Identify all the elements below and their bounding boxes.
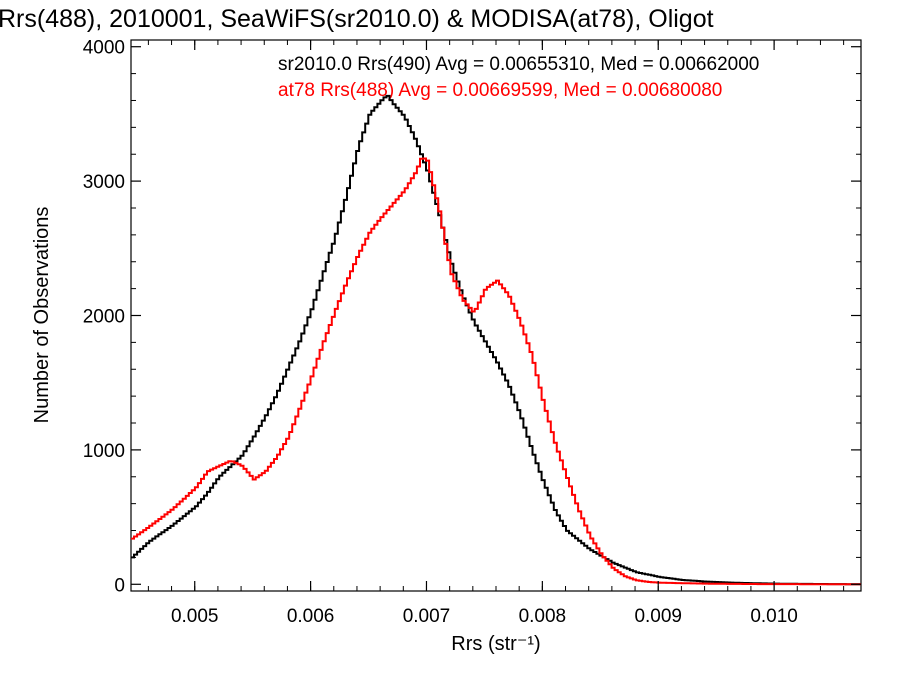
tick-layer: 0.005 0.006 0.007 0.008 0.009 0.010 0 1000 2000 3… [83, 38, 861, 627]
y-tick-label: 4000 [83, 38, 125, 59]
x-tick-label: 0.010 [750, 606, 798, 627]
annotation-sr2010: sr2010.0 Rrs(490) Avg = 0.00655310, Med … [278, 54, 759, 75]
x-tick-label: 0.007 [403, 606, 451, 627]
series-1-line [131, 157, 861, 586]
x-tick-label: 0.006 [287, 606, 335, 627]
x-tick-label: 0.008 [519, 606, 567, 627]
y-axis-title: Number of Observations [31, 207, 53, 424]
y-tick-label: 0 [114, 575, 125, 596]
annotation-at78: at78 Rrs(488) Avg = 0.00669599, Med = 0.… [278, 80, 722, 101]
x-tick-label: 0.009 [634, 606, 682, 627]
plot-frame [130, 39, 862, 592]
series-layer [131, 94, 861, 586]
y-tick-label: 2000 [83, 307, 125, 328]
series-0-line [131, 94, 861, 586]
x-tick-label: 0.005 [171, 606, 219, 627]
y-tick-label: 3000 [83, 172, 125, 193]
x-axis-title: Rrs (str⁻¹) [451, 633, 540, 655]
y-tick-label: 1000 [83, 441, 125, 462]
chart-title: Rrs(488), 2010001, SeaWiFS(sr2010.0) & M… [0, 5, 714, 33]
